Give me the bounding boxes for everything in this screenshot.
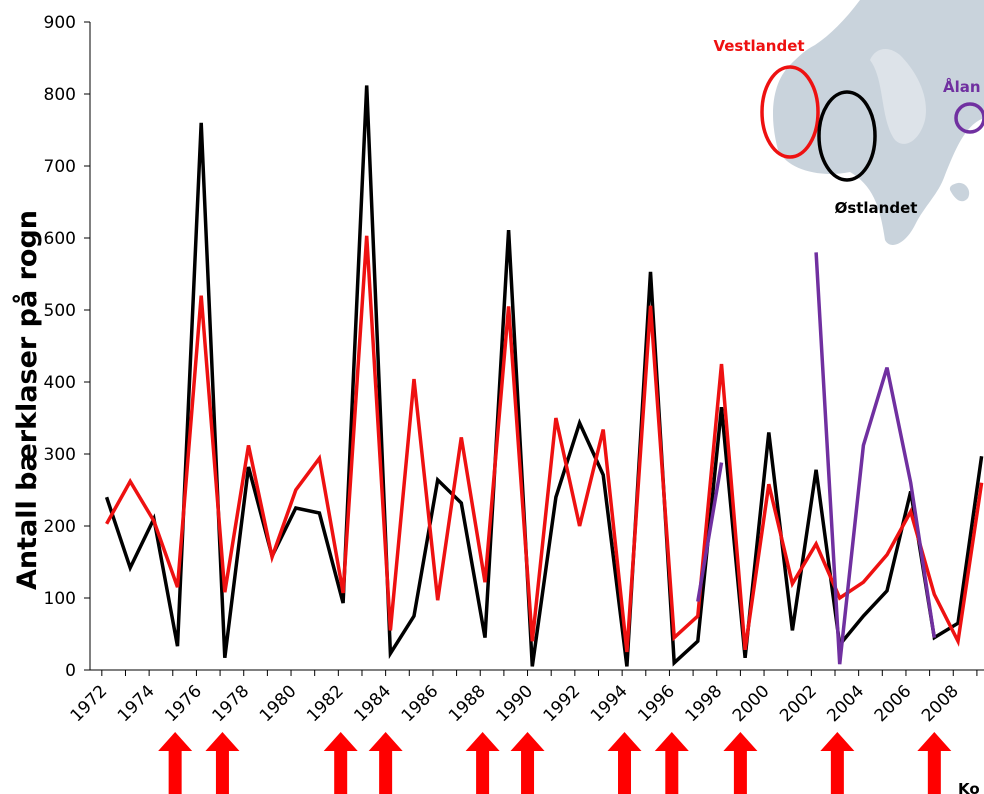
seed-year-arrow [158,732,193,794]
y-axis: 0 100 200 300 400 500 600 700 800 900 [44,13,91,681]
arrow-layer [158,732,952,794]
x-tick-label: 1982 [303,681,348,726]
footer-fragment: Ko [958,780,980,794]
x-tick-label: 2004 [823,681,868,726]
y-tick-label: 700 [44,157,76,177]
y-tick-label: 100 [44,589,76,609]
x-tick-label: 2002 [776,681,821,726]
map-coast-detail [870,48,926,144]
x-tick-label: 1976 [161,681,206,726]
series-line-aland [696,462,724,602]
x-tick-label: 1980 [256,681,301,726]
x-tick-label: 1978 [209,681,254,726]
x-tick-label: 1984 [350,681,395,726]
y-tick-label: 500 [44,301,76,321]
x-tick-label: 1998 [682,681,727,726]
x-tick-label: 1990 [492,681,537,726]
seed-year-arrow [607,732,642,794]
x-tick-label: 1994 [587,681,632,726]
x-axis: 1972 1974 1976 1978 1980 1982 1984 1986 1988 1990… [67,669,984,726]
y-axis-title: Antall bærklaser på rogn [11,210,43,590]
seed-year-arrow [820,732,855,794]
y-tick-label: 900 [44,13,76,33]
map-label-ostlandet: Østlandet [835,199,918,217]
seed-year-arrow [323,732,358,794]
region-vestlandet-ellipse [760,65,820,159]
x-tick-label: 1986 [398,681,443,726]
region-ostlandet-ellipse [817,90,877,182]
y-tick-label: 400 [44,373,76,393]
seed-year-arrow [510,732,545,794]
seed-year-arrow [368,732,403,794]
seed-year-arrow [723,732,758,794]
seed-year-arrow [917,732,952,794]
x-tick-label: 2008 [918,681,963,726]
y-tick-label: 300 [44,445,76,465]
x-tick-label: 1996 [634,681,679,726]
series-layer [104,85,984,667]
y-tick-label: 600 [44,229,76,249]
x-tick-label: 1972 [67,681,112,726]
x-tick-label: 2006 [871,681,916,726]
y-tick-label: 800 [44,85,76,105]
map-label-aland: Ålan [943,77,981,96]
y-tick-label: 0 [65,661,76,681]
y-tick-label: 200 [44,517,76,537]
region-aland-circle [954,102,984,134]
series-line-aland [814,252,937,665]
seed-year-arrow [654,732,689,794]
x-tick-label: 1992 [540,681,585,726]
seed-year-arrow [205,732,240,794]
x-tick-label: 2000 [729,681,774,726]
map-inset: Vestlandet Østlandet Ålan [713,0,984,245]
map-label-vestlandet: Vestlandet [713,37,804,55]
x-tick-label: 1974 [114,681,159,726]
map-land [773,0,984,245]
map-island [949,182,970,202]
seed-year-arrow [465,732,500,794]
x-tick-label: 1988 [445,681,490,726]
